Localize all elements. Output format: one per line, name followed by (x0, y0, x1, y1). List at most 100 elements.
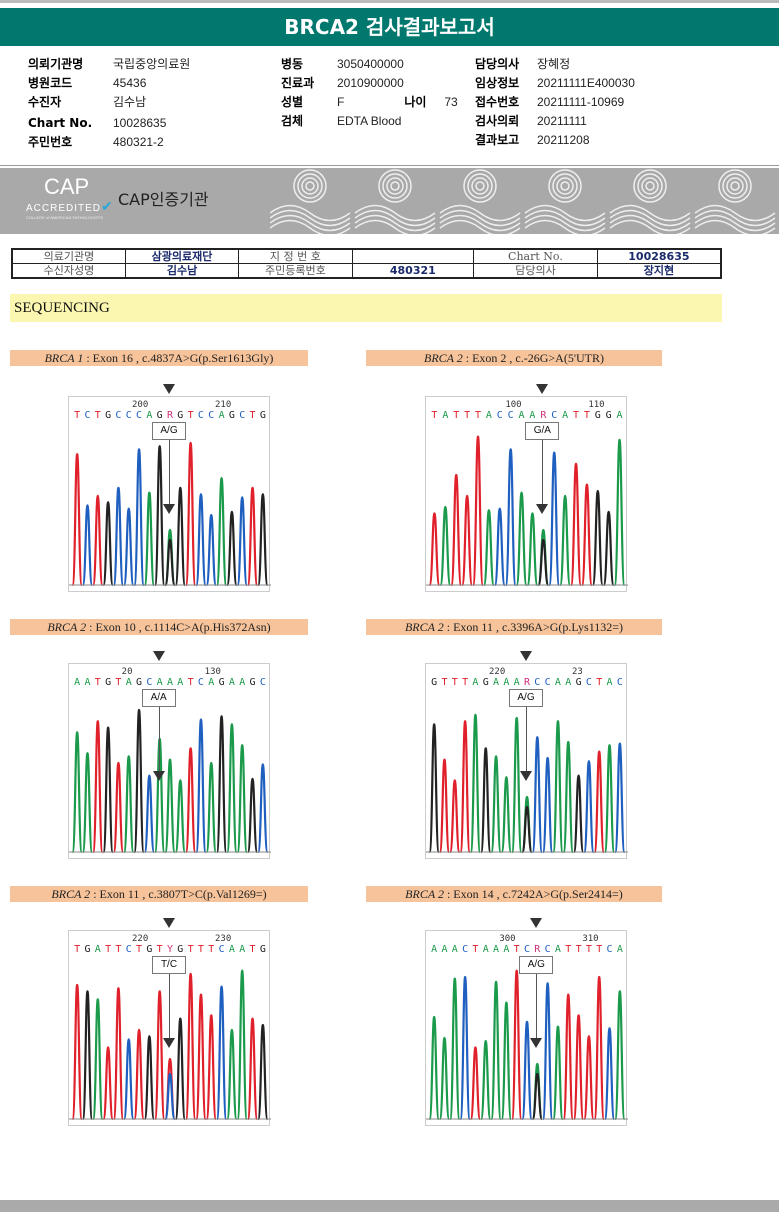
pointer-line (158, 707, 160, 777)
base-call: T (576, 944, 582, 955)
peak (572, 1014, 585, 1121)
info-row: 진료과 2010900000 (281, 74, 458, 93)
base-call: A (493, 677, 499, 688)
base-call: C (208, 410, 214, 421)
base-call: T (157, 944, 163, 955)
variant-desc: : Exon 11 , c.3396A>G(p.Lys1132=) (443, 620, 624, 634)
peak (92, 494, 104, 587)
base-call: A (514, 677, 520, 688)
base-call: G (229, 410, 235, 421)
table-row: 수신자성명 김수남 주민등록번호 480321 담당의사 장지현 (11, 263, 722, 279)
peak (531, 1072, 544, 1121)
base-call: A (229, 944, 235, 955)
info-row: 주민번호 480321-2 (28, 133, 190, 152)
table-value: 480321 (351, 263, 475, 279)
position-label: 220 (132, 934, 148, 944)
base-call: T (431, 410, 437, 421)
base-call: T (250, 944, 256, 955)
peak (81, 504, 94, 587)
peak (153, 990, 166, 1121)
peak (236, 969, 248, 1121)
chromatogram: 300 310 A A A C T A A A T C R C A T T T T C A (425, 930, 628, 1126)
top-rule (0, 0, 779, 3)
base-call: T (452, 677, 458, 688)
info-value: 20211111E400030 (537, 76, 635, 90)
base-call: A (442, 410, 448, 421)
variant-desc: : Exon 10 , c.1114C>A(p.His372Asn) (86, 620, 271, 634)
base-call: G (606, 410, 612, 421)
base-call: G (483, 677, 489, 688)
peak (438, 1036, 451, 1121)
peak (613, 438, 626, 587)
position-label: 200 (132, 400, 148, 410)
arrow-down-icon (530, 1038, 543, 1048)
base-call: T (586, 944, 592, 955)
base-call: A (617, 944, 623, 955)
genotype-call: G/A (525, 422, 560, 440)
arrow-down-icon (163, 1038, 175, 1048)
peak (246, 486, 259, 587)
peak (133, 1028, 145, 1121)
info-col-2: 병동 3050400000 진료과 2010900000 성별 F 나이 73 검체 EDTA B… (281, 55, 458, 131)
table-row: 의료기관명 삼광의료재단 지 정 번 호 Chart No. 10028635 (11, 248, 722, 264)
base-call: A (503, 944, 509, 955)
peak (526, 512, 539, 587)
base-call: T (95, 677, 101, 688)
info-label: 의뢰기관명 (28, 57, 84, 71)
peak (428, 1015, 440, 1121)
peak (195, 718, 207, 854)
base-call: T (464, 410, 470, 421)
base-call: C (115, 410, 121, 421)
arrow-down-icon (152, 651, 165, 661)
peak (102, 1046, 114, 1121)
arrow-down-icon (530, 918, 543, 928)
chromatogram: 220 230 T G A T T C T G T Y G T T T C A A T G (68, 930, 271, 1126)
peak (521, 1020, 533, 1121)
base-call: C (260, 677, 266, 688)
pointer-line (526, 707, 527, 777)
arrow-down-icon (536, 504, 549, 514)
peak (428, 512, 441, 587)
base-call: T (565, 944, 571, 955)
peak (81, 990, 94, 1121)
peak (71, 983, 83, 1121)
base-call: C (586, 677, 592, 688)
info-value: 20211111-10969 (537, 95, 625, 109)
base-call: T (198, 944, 204, 955)
base-call: C (551, 410, 557, 421)
wave-pattern-icon (270, 169, 776, 234)
base-call: T (596, 944, 602, 955)
base-call: A (565, 677, 571, 688)
base-call: G (136, 677, 142, 688)
cap-banner: CAP ACCREDITED✔ COLLEGE of AMERICAN PATH… (0, 168, 779, 234)
base-call: A (529, 410, 535, 421)
base-call: A (177, 677, 183, 688)
peak (537, 538, 550, 587)
chromatogram: 220 23 G T T T A G A A A R C C A A G C T A C (425, 663, 628, 859)
info-row: 의뢰기관명 국립중앙의료원 (28, 55, 190, 74)
position-label: 220 (489, 667, 505, 677)
variant-desc: : Exon 11 , c.3807T>C(p.Val1269=) (90, 887, 267, 901)
table-label: 수신자성명 (11, 263, 126, 279)
table-value: 장지현 (596, 263, 722, 279)
gene-name: BRCA 2 (51, 887, 91, 901)
info-row: 임상정보 20211111E400030 (475, 74, 635, 93)
divider (0, 165, 779, 166)
base-call: C (198, 410, 204, 421)
base-call: A (95, 944, 101, 955)
peak (515, 491, 528, 587)
cap-title: CAP인증기관 (118, 190, 209, 209)
peak (246, 1017, 259, 1121)
peak (552, 720, 564, 854)
pointer-line (169, 440, 170, 510)
base-call: A (239, 677, 245, 688)
peak (490, 755, 502, 854)
base-call: A (157, 677, 163, 688)
peak (92, 998, 104, 1121)
patient-table: 의료기관명 삼광의료재단 지 정 번 호 Chart No. 10028635 수신자성… (11, 248, 722, 279)
position-label: 300 (499, 934, 515, 944)
peak (205, 513, 217, 587)
peak (257, 763, 269, 854)
variant-desc: : Exon 16 , c.4837A>G(p.Ser1613Gly) (83, 351, 274, 365)
peak (541, 982, 554, 1121)
